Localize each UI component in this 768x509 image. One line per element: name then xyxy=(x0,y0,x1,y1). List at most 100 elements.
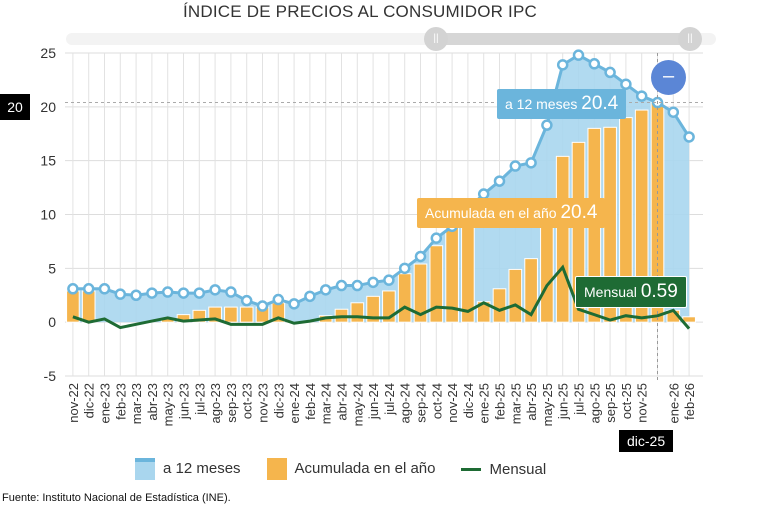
source-note: Fuente: Instituto Nacional de Estadístic… xyxy=(2,492,231,504)
tooltip-a12-value: 20.4 xyxy=(581,93,619,114)
legend-item-acumulada[interactable]: Acumulada en el año xyxy=(266,458,436,480)
x-tick-label: abr-25 xyxy=(524,383,539,421)
x-tick-label: ago-25 xyxy=(587,383,602,423)
y-tick-label: 10 xyxy=(40,207,56,223)
point-a12 xyxy=(493,175,506,187)
point-a12 xyxy=(256,300,269,312)
x-tick-label: mar-23 xyxy=(129,383,144,424)
legend-item-mensual[interactable]: Mensual xyxy=(461,461,546,478)
x-tick-label: feb-23 xyxy=(113,383,128,420)
point-a12 xyxy=(541,119,553,131)
area-a12 xyxy=(72,55,690,323)
point-a12 xyxy=(272,293,285,306)
x-tick-label: nov-25 xyxy=(635,383,650,423)
bar-acumulada xyxy=(81,290,96,323)
x-tick-label: dic-22 xyxy=(82,383,97,418)
legend-label: Acumulada en el año xyxy=(294,459,436,477)
point-a12 xyxy=(398,262,411,275)
point-a12 xyxy=(82,283,95,295)
point-a12 xyxy=(304,290,316,303)
x-tick-label: abr-23 xyxy=(145,383,160,421)
x-tick-label: mar-25 xyxy=(508,383,523,424)
bar-acumulada xyxy=(397,273,412,323)
bar-acumulada xyxy=(429,245,444,323)
line-mensual xyxy=(72,264,691,330)
x-tick-label: jun-25 xyxy=(556,383,571,420)
x-tick-label: oct-24 xyxy=(429,383,444,419)
point-a12 xyxy=(98,283,111,295)
point-a12 xyxy=(240,294,253,307)
point-a12 xyxy=(430,232,443,244)
tooltip-acumulada: Acumulada en el año 20.4 xyxy=(417,198,606,228)
tooltip-mensual: Mensual 0.59 xyxy=(575,276,687,308)
point-a12 xyxy=(509,160,522,172)
y-tick-label: 25 xyxy=(40,45,56,61)
bar-acumulada xyxy=(366,295,380,323)
area-marker-icon xyxy=(135,458,155,480)
bar-acumulada xyxy=(192,309,207,323)
x-tick-label: may-25 xyxy=(540,383,555,426)
point-a12 xyxy=(367,276,379,289)
point-a12 xyxy=(161,286,174,298)
point-a12 xyxy=(335,279,348,292)
bar-acumulada xyxy=(634,109,649,323)
x-tick-label: oct-23 xyxy=(240,383,255,419)
bar-acumulada xyxy=(224,306,238,323)
point-a12 xyxy=(588,58,601,70)
x-tick-label: sep-23 xyxy=(224,383,239,423)
x-tick-label: may-23 xyxy=(161,383,176,426)
chart-title: ÍNDICE DE PRECIOS AL CONSUMIDOR IPC xyxy=(183,2,537,21)
point-a12 xyxy=(683,131,695,143)
range-slider-selection[interactable] xyxy=(436,33,690,45)
point-a12 xyxy=(146,287,158,299)
x-tick-label: ene-24 xyxy=(287,383,302,423)
x-tick-label: jul-23 xyxy=(192,383,207,416)
point-a12 xyxy=(209,284,221,296)
point-a12 xyxy=(556,59,569,71)
x-tick-label: ago-23 xyxy=(208,383,223,423)
x-tick-label: sep-24 xyxy=(414,383,429,423)
bar-acumulada xyxy=(508,268,523,323)
bar-swatch-icon xyxy=(266,458,287,480)
tooltip-acumulada-label: Acumulada en el año xyxy=(425,205,557,221)
point-a12 xyxy=(225,286,237,298)
range-slider-left-handle[interactable]: || xyxy=(424,27,448,51)
x-tick-label: feb-26 xyxy=(682,383,697,420)
point-a12 xyxy=(130,289,142,301)
x-tick-label: feb-24 xyxy=(303,383,318,420)
point-a12 xyxy=(114,288,127,300)
y-tick-label: 15 xyxy=(40,153,56,169)
x-crosshair-label: dic-25 xyxy=(619,430,674,452)
x-tick-label: jun-23 xyxy=(177,383,192,420)
range-slider-right-handle[interactable]: || xyxy=(678,27,702,51)
bar-acumulada xyxy=(413,263,428,323)
legend-item-a12[interactable]: a 12 meses xyxy=(135,458,241,480)
point-a12 xyxy=(525,157,537,169)
tooltip-a12-label: a 12 meses xyxy=(505,96,578,112)
zoom-out-button[interactable]: – xyxy=(651,60,686,95)
x-tick-label: mar-24 xyxy=(319,383,334,424)
tooltip-a12: a 12 meses 20.4 xyxy=(497,89,627,119)
x-tick-label: ene-26 xyxy=(666,383,681,423)
point-a12 xyxy=(414,250,427,263)
line-a12 xyxy=(72,53,691,308)
bar-acumulada xyxy=(461,214,475,323)
point-a12 xyxy=(635,90,648,102)
x-tick-label: nov-22 xyxy=(66,383,81,423)
x-tick-label: nov-24 xyxy=(445,383,460,423)
y-tick-label: -5 xyxy=(44,368,57,384)
x-tick-label: may-24 xyxy=(350,383,365,426)
y-tick-label: 0 xyxy=(48,314,56,330)
x-tick-label: ago-24 xyxy=(398,383,413,423)
x-tick-label: ene-23 xyxy=(98,383,113,423)
point-a12 xyxy=(193,287,206,299)
x-tick-label: jul-24 xyxy=(382,383,397,416)
point-a12 xyxy=(604,66,616,79)
point-a12 xyxy=(288,298,300,310)
legend-label: a 12 meses xyxy=(163,459,241,477)
tooltip-acumulada-value: 20.4 xyxy=(560,202,598,223)
point-a12 xyxy=(319,284,332,296)
y-crosshair-label: 20 xyxy=(0,94,30,120)
x-tick-label: nov-23 xyxy=(256,383,271,423)
legend-label: Mensual xyxy=(489,460,547,478)
